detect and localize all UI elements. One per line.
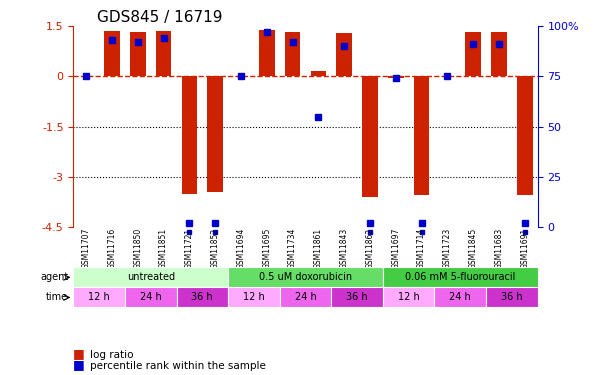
Text: GSM11843: GSM11843 [340,228,349,269]
Text: GSM11851: GSM11851 [159,228,168,269]
Text: GSM11734: GSM11734 [288,228,297,269]
Text: GSM11695: GSM11695 [262,228,271,269]
Text: 36 h: 36 h [191,292,213,303]
Text: GSM11683: GSM11683 [494,228,503,269]
FancyBboxPatch shape [177,287,228,308]
Text: GSM11691: GSM11691 [521,228,529,269]
Bar [208,76,223,192]
Bar [337,33,352,76]
Bar [259,30,274,76]
Text: GSM11707: GSM11707 [82,228,90,269]
Bar [156,31,171,76]
FancyBboxPatch shape [383,287,434,308]
Text: 24 h: 24 h [295,292,316,303]
Bar [491,32,507,76]
FancyBboxPatch shape [331,287,383,308]
FancyBboxPatch shape [228,287,280,308]
Text: GSM11852: GSM11852 [211,228,220,269]
FancyBboxPatch shape [280,287,331,308]
Text: 36 h: 36 h [346,292,368,303]
Bar [285,32,301,76]
Bar [517,76,533,195]
Text: 24 h: 24 h [450,292,471,303]
Text: GSM11862: GSM11862 [365,228,375,269]
Bar [414,76,430,195]
FancyBboxPatch shape [434,287,486,308]
Text: GSM11723: GSM11723 [443,228,452,269]
Bar [130,32,145,76]
Text: GSM11716: GSM11716 [108,228,117,269]
Text: 36 h: 36 h [501,292,522,303]
FancyBboxPatch shape [383,267,538,287]
Text: agent: agent [40,272,68,282]
FancyBboxPatch shape [73,287,125,308]
Text: 24 h: 24 h [140,292,161,303]
Text: 0.06 mM 5-fluorouracil: 0.06 mM 5-fluorouracil [405,272,516,282]
Text: ■: ■ [73,358,85,371]
Text: GSM11714: GSM11714 [417,228,426,269]
FancyBboxPatch shape [228,267,383,287]
FancyBboxPatch shape [486,287,538,308]
Text: GSM11861: GSM11861 [314,228,323,269]
Text: GSM11697: GSM11697 [391,228,400,269]
FancyBboxPatch shape [73,267,228,287]
Text: GSM11694: GSM11694 [236,228,246,269]
Text: GSM11850: GSM11850 [133,228,142,269]
Text: 12 h: 12 h [398,292,420,303]
Bar [388,76,403,78]
Bar [104,31,120,76]
Bar [310,72,326,76]
Text: untreated: untreated [126,272,175,282]
Text: log ratio: log ratio [90,350,134,360]
Text: GSM11845: GSM11845 [469,228,478,269]
Text: time: time [46,292,68,303]
Bar [181,76,197,194]
Text: 12 h: 12 h [243,292,265,303]
Bar [362,76,378,197]
Bar [466,32,481,76]
Text: ■: ■ [73,347,85,360]
Text: percentile rank within the sample: percentile rank within the sample [90,361,266,371]
Text: 0.5 uM doxorubicin: 0.5 uM doxorubicin [259,272,352,282]
FancyBboxPatch shape [125,287,177,308]
Text: GDS845 / 16719: GDS845 / 16719 [97,10,222,25]
Text: GSM11721: GSM11721 [185,228,194,269]
Text: 12 h: 12 h [88,292,110,303]
